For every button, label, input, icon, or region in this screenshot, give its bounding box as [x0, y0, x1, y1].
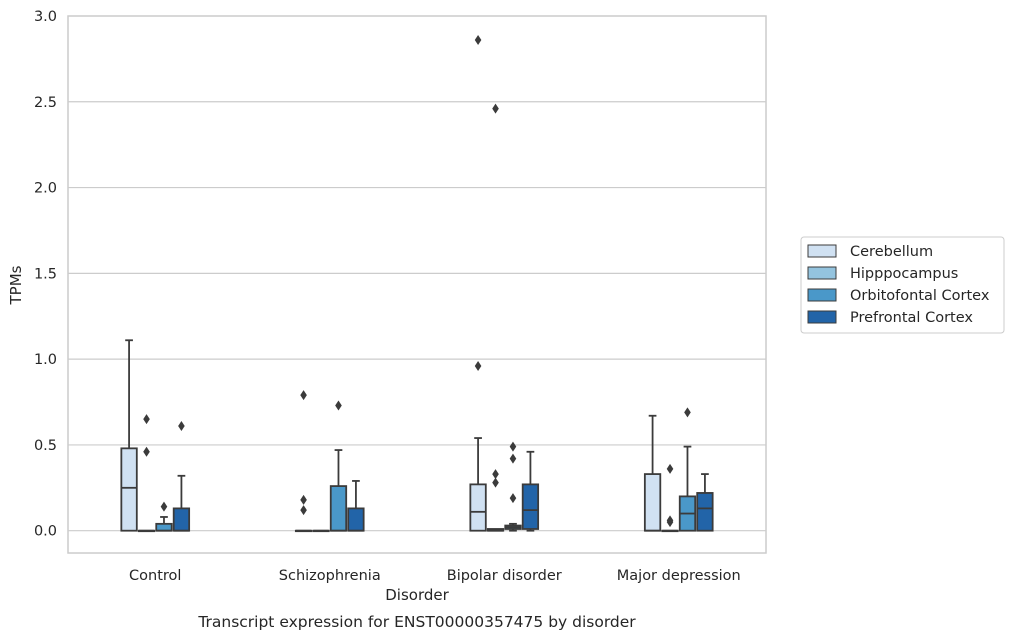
box-0-1 — [294, 390, 313, 533]
box-body — [120, 447, 138, 532]
legend-swatch — [807, 288, 837, 302]
y-tick-label: 3.0 — [34, 9, 57, 25]
x-axis-ticks: Control Schizophrenia Bipolar disorder Majo… — [129, 568, 741, 584]
box-1-3 — [661, 463, 679, 533]
outlier-point — [509, 441, 517, 452]
y-tick-label: 1.0 — [34, 352, 57, 368]
outlier-point — [492, 477, 499, 488]
outlier-point — [160, 501, 168, 512]
outlier-point — [143, 446, 150, 457]
x-tick-label: Bipolar disorder — [447, 568, 562, 584]
legend-label: Hipppocampus — [850, 266, 958, 282]
outlier-point — [684, 407, 691, 418]
legend: Cerebellum Hipppocampus Orbitofontal Corte… — [800, 236, 1005, 334]
box-2-2 — [504, 441, 522, 532]
box-1-2 — [486, 103, 505, 532]
chart-caption: Transcript expression for ENST0000035747… — [197, 613, 636, 631]
box-3-1 — [347, 480, 365, 532]
box-2-0 — [155, 501, 173, 532]
box-body — [469, 483, 487, 532]
outlier-point — [178, 421, 185, 432]
legend-swatch — [807, 266, 837, 280]
outlier-point — [666, 463, 674, 474]
box-3-0 — [172, 421, 191, 532]
y-tick-label: 2.0 — [34, 181, 57, 197]
outlier-point — [492, 469, 499, 480]
box-1-0 — [137, 414, 156, 533]
legend-label: Cerebellum — [850, 244, 933, 260]
box-body — [172, 507, 191, 532]
y-tick-label: 0.0 — [34, 524, 57, 540]
plot-area-frame — [67, 15, 767, 554]
legend-frame — [800, 236, 1005, 334]
legend-label: Prefrontal Cortex — [850, 310, 973, 326]
box-body — [696, 492, 714, 532]
box-3-3 — [696, 473, 714, 532]
y-tick-label: 0.5 — [34, 438, 57, 454]
legend-swatch — [807, 244, 837, 258]
outlier-point — [300, 494, 307, 505]
box-body — [155, 522, 173, 532]
x-tick-label: Schizophrenia — [279, 568, 381, 584]
legend-label: Orbitofontal Cortex — [850, 288, 990, 304]
outlier-point — [143, 414, 150, 425]
box-1-1 — [312, 529, 330, 533]
outlier-point — [666, 515, 674, 526]
box-2-3 — [678, 407, 697, 532]
outlier-point — [300, 505, 307, 516]
box-groups — [120, 35, 714, 533]
box-3-2 — [521, 450, 540, 532]
y-tick-label: 1.5 — [34, 266, 57, 282]
box-0-2 — [469, 35, 487, 532]
legend-swatch — [807, 310, 837, 324]
box-0-0 — [120, 339, 138, 532]
outlier-point — [509, 453, 517, 464]
outlier-point — [335, 400, 342, 411]
box-0-3 — [643, 414, 662, 532]
gridlines — [68, 101, 766, 532]
outlier-point — [300, 390, 307, 401]
x-tick-label: Control — [129, 568, 181, 584]
box-body — [643, 473, 662, 532]
outlier-point — [474, 360, 482, 371]
x-axis-label: Disorder — [385, 586, 449, 604]
outlier-point — [509, 493, 517, 504]
box-body — [329, 485, 348, 532]
box-2-1 — [329, 400, 348, 532]
y-tick-label: 2.5 — [34, 95, 57, 111]
x-tick-label: Major depression — [617, 568, 741, 584]
outlier-point — [492, 103, 499, 114]
box-body — [521, 483, 540, 530]
y-axis-label: TPMs — [7, 265, 25, 305]
outlier-point — [474, 35, 482, 46]
box-body — [347, 507, 365, 532]
y-axis-ticks: 0.0 0.5 1.0 1.5 2.0 2.5 3.0 — [34, 9, 57, 540]
